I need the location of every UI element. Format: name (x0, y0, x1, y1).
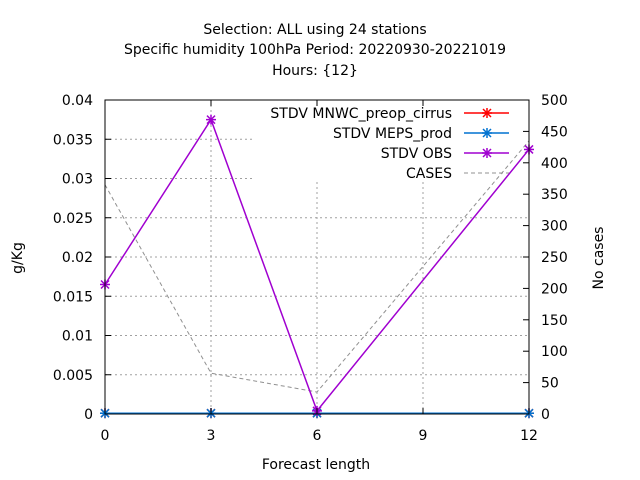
y2-tick-label: 450 (541, 124, 568, 140)
series-line (104, 117, 530, 413)
x-tick-label: 0 (101, 428, 110, 444)
y-tick-label: 0.02 (62, 250, 93, 266)
y-tick-label: 0.03 (62, 172, 93, 188)
legend-label: STDV MEPS_prod (333, 126, 452, 142)
y-tick-label: 0.025 (53, 211, 93, 227)
y2-tick-label: 0 (541, 407, 550, 423)
x-tick-label: 6 (313, 428, 322, 444)
y-tick-label: 0.01 (62, 329, 93, 345)
y2-tick-label: 250 (541, 250, 568, 266)
y2-tick-label: 150 (541, 313, 568, 329)
y2-tick-label: 100 (541, 344, 568, 360)
grid-lines (105, 100, 529, 414)
data-point (206, 114, 216, 125)
y2-tick-label: 350 (541, 187, 568, 203)
y-tick-label: 0.005 (53, 368, 93, 384)
y2-tick-label: 300 (541, 219, 568, 235)
legend: STDV MNWC_preop_cirrus STDV MEPS_prod STDV… (270, 106, 509, 182)
y-tick-label: 0 (84, 407, 93, 423)
y2-axis-label: No cases (591, 227, 607, 290)
y-tick-label: 0.04 (62, 93, 93, 109)
title-line-3: Hours: {12} (272, 63, 358, 79)
y2-tick-label: 50 (541, 376, 559, 392)
axis-ticks: 0 3 6 9 1200.0050.010.0150.020.0250.030.0350… (53, 93, 568, 444)
x-tick-label: 9 (419, 428, 428, 444)
legend-label: STDV MNWC_preop_cirrus (270, 106, 452, 122)
legend-label: STDV OBS (381, 146, 452, 162)
series-line (104, 140, 530, 393)
legend-label: CASES (406, 166, 452, 182)
y-axis-label: g/Kg (10, 242, 26, 274)
y-tick-label: 0.015 (53, 289, 93, 305)
x-axis-label: Forecast length (262, 457, 370, 473)
x-tick-label: 3 (207, 428, 216, 444)
x-tick-label: 12 (520, 428, 538, 444)
y2-tick-label: 400 (541, 156, 568, 172)
y2-tick-label: 200 (541, 281, 568, 297)
title-line-1: Selection: ALL using 24 stations (203, 22, 426, 38)
y2-tick-label: 500 (541, 93, 568, 109)
y-tick-label: 0.035 (53, 132, 93, 148)
chart-title: Selection: ALL using 24 stations Specifi… (124, 22, 506, 79)
title-line-2: Specific humidity 100hPa Period: 2022093… (124, 42, 506, 58)
